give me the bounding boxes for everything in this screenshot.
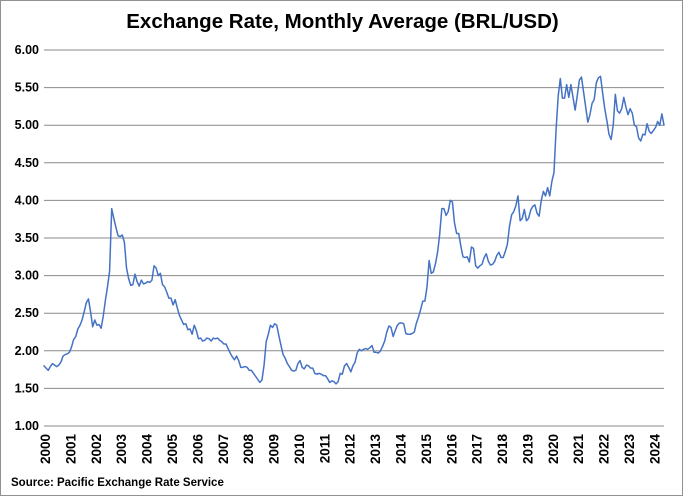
svg-text:2020: 2020 <box>546 434 561 464</box>
svg-text:4.00: 4.00 <box>15 193 39 207</box>
svg-text:2022: 2022 <box>597 434 612 464</box>
svg-text:6.00: 6.00 <box>15 43 39 57</box>
svg-text:5.00: 5.00 <box>15 118 39 132</box>
svg-text:2024: 2024 <box>647 434 662 465</box>
svg-text:2019: 2019 <box>520 434 535 464</box>
svg-text:2003: 2003 <box>114 434 129 465</box>
svg-text:2001: 2001 <box>63 434 78 465</box>
svg-text:2016: 2016 <box>444 434 459 465</box>
svg-text:2004: 2004 <box>140 434 155 465</box>
svg-text:3.50: 3.50 <box>15 231 39 245</box>
svg-text:2008: 2008 <box>241 434 256 465</box>
svg-text:2.50: 2.50 <box>15 306 39 320</box>
svg-text:2014: 2014 <box>393 434 408 465</box>
svg-text:2013: 2013 <box>368 434 383 465</box>
svg-text:2017: 2017 <box>470 434 485 464</box>
svg-text:2012: 2012 <box>343 434 358 464</box>
svg-text:2021: 2021 <box>571 434 586 465</box>
svg-text:1.50: 1.50 <box>15 381 39 395</box>
svg-text:2000: 2000 <box>38 434 53 464</box>
svg-text:2011: 2011 <box>317 434 332 464</box>
svg-text:4.50: 4.50 <box>15 156 39 170</box>
svg-text:5.50: 5.50 <box>15 81 39 95</box>
svg-text:2002: 2002 <box>89 434 104 464</box>
svg-text:3.00: 3.00 <box>15 269 39 283</box>
svg-text:2018: 2018 <box>495 434 510 465</box>
svg-text:2006: 2006 <box>190 434 205 465</box>
svg-text:2009: 2009 <box>267 434 282 464</box>
svg-text:2005: 2005 <box>165 434 180 465</box>
svg-text:2.00: 2.00 <box>15 344 39 358</box>
svg-text:1.00: 1.00 <box>15 419 39 433</box>
svg-text:2007: 2007 <box>216 434 231 464</box>
svg-text:2023: 2023 <box>622 434 637 465</box>
svg-text:2015: 2015 <box>419 434 434 465</box>
svg-text:2010: 2010 <box>292 434 307 464</box>
